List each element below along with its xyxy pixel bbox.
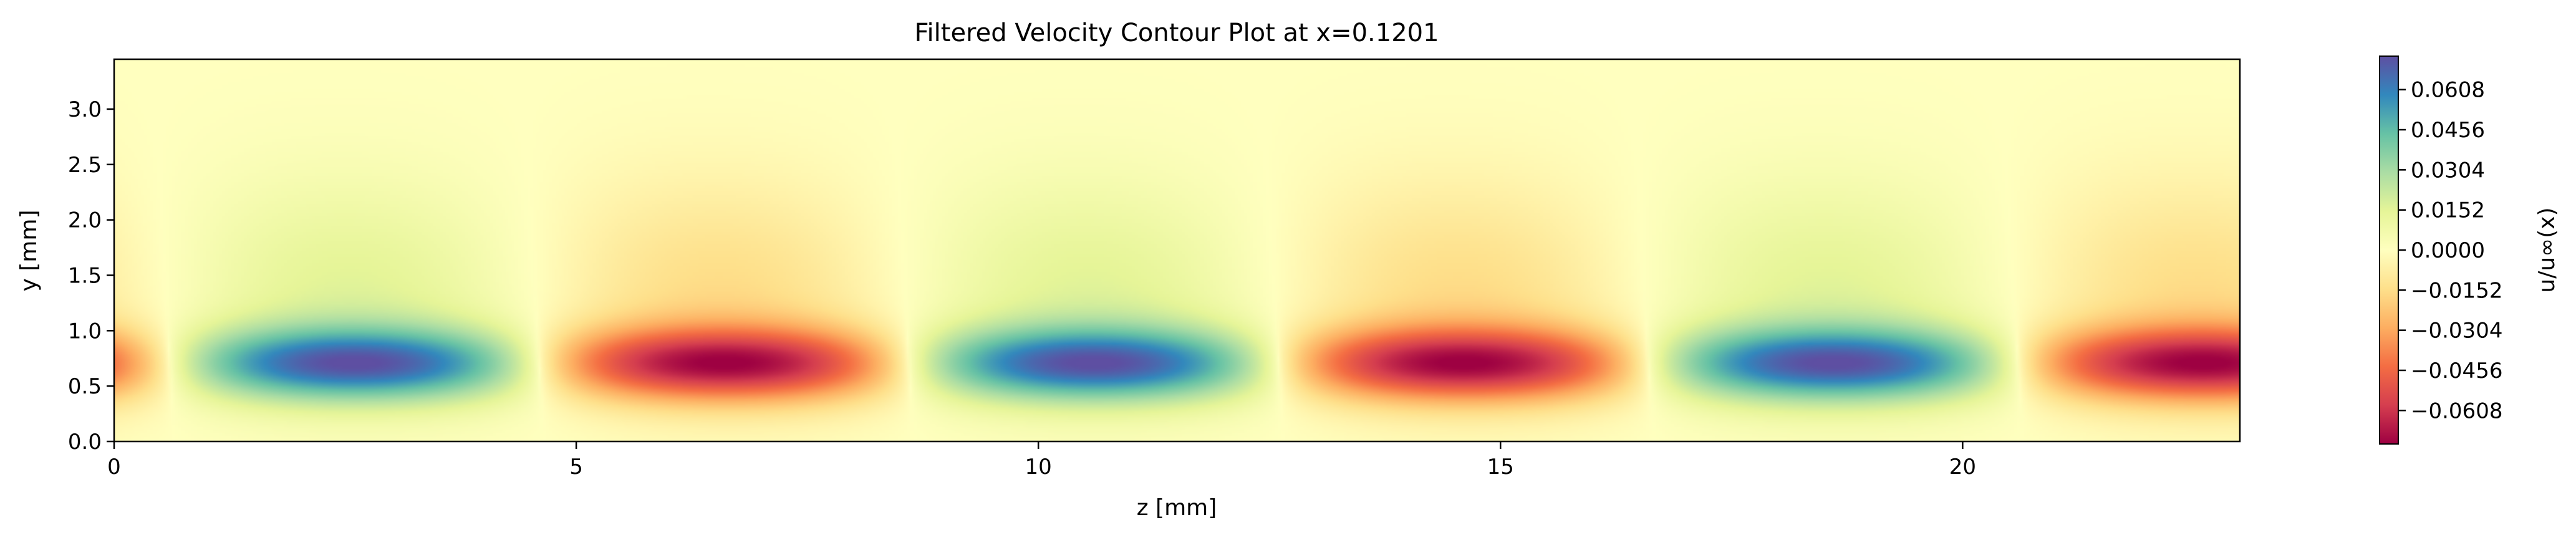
x-tick-label: 10 (1025, 455, 1052, 480)
y-tick-label: 0.5 (68, 374, 102, 399)
x-tick-label: 5 (569, 455, 583, 480)
plot-area (113, 58, 2241, 443)
colorbar-label: u/u∞(x) (2534, 207, 2560, 292)
y-axis: 0.0 0.5 1.0 1.5 2.0 2.5 3.0 (68, 97, 114, 455)
y-tick-label: 1.0 (68, 319, 102, 344)
y-tick-label: 1.5 (68, 263, 102, 288)
x-tick-label: 15 (1487, 455, 1514, 480)
colorbar-tick-label: 0.0152 (2411, 198, 2485, 223)
colorbar-tick-label: −0.0456 (2411, 359, 2502, 383)
colorbar-tick-label: −0.0152 (2411, 278, 2502, 303)
colorbar-bar (2379, 55, 2399, 445)
plot-frame (113, 58, 2241, 443)
y-axis-label: y [mm] (16, 210, 42, 292)
colorbar-tick-label: 0.0304 (2411, 158, 2485, 183)
x-axis-label: z [mm] (1137, 495, 1217, 521)
x-axis: 0 5 10 15 20 (107, 441, 1976, 480)
y-tick-label: 0.0 (68, 430, 102, 455)
colorbar-tick-label: 0.0000 (2411, 238, 2485, 263)
heatmap-field (114, 59, 2240, 441)
colorbar-tick-label: 0.0608 (2411, 78, 2485, 103)
y-tick-label: 2.0 (68, 208, 102, 233)
colorbar-tick-label: −0.0304 (2411, 319, 2502, 344)
y-tick-label: 3.0 (68, 97, 102, 122)
y-tick-label: 2.5 (68, 153, 102, 178)
x-tick-label: 20 (1949, 455, 1976, 480)
colorbar-tick-label: −0.0608 (2411, 398, 2502, 423)
colorbar-tick-label: 0.0456 (2411, 118, 2485, 143)
x-tick-label: 0 (107, 455, 121, 480)
chart-title: Filtered Velocity Contour Plot at x=0.12… (914, 19, 1439, 47)
colorbar: 0.0608 0.0456 0.0304 0.0152 0.0000 −0.0152 −0.… (2379, 55, 2560, 445)
colorbar-ticks: 0.0608 0.0456 0.0304 0.0152 0.0000 −0.0152 −0.… (2398, 78, 2502, 423)
